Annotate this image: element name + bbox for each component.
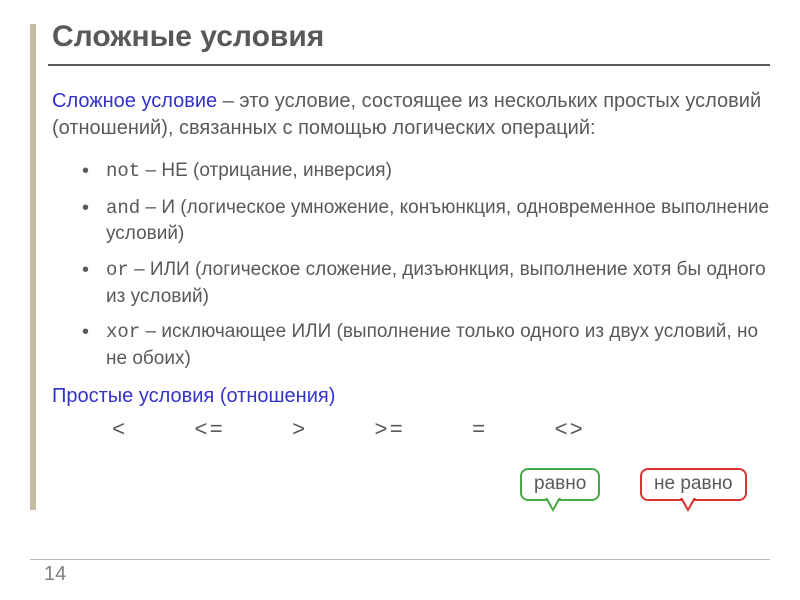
accent-bar [30,24,36,510]
bullet-and: and – И (логическое умножение, конъюнкци… [52,195,770,247]
kw-not: not [106,160,140,182]
operator-bullets: not – НЕ (отрицание, инверсия) and – И (… [52,158,770,371]
bullet-not: not – НЕ (отрицание, инверсия) [52,158,770,185]
intro-paragraph: Сложное условие – это условие, состоящее… [52,88,770,142]
txt-xor: – исключающее ИЛИ (выполнение только одн… [106,321,758,369]
callout-equal-tail-fill [547,497,559,508]
title-underline [48,64,770,66]
subheading: Простые условия (отношения) [52,385,770,408]
intro-lead: Сложное условие [52,90,217,112]
slide-title: Сложные условия [48,20,770,54]
txt-not: – НЕ (отрицание, инверсия) [140,160,392,181]
kw-xor: xor [106,321,140,343]
bullet-or: or – ИЛИ (логическое сложение, дизъюнкци… [52,257,770,309]
txt-and: – И (логическое умножение, конъюнкция, о… [106,197,769,245]
footer-rule [30,559,770,560]
operators-row: < <= > >= = <> [52,418,770,443]
op-gt: > [292,418,307,443]
op-eq: = [472,418,487,443]
callout-equal: равно [520,468,600,501]
op-le: <= [194,418,224,443]
txt-or: – ИЛИ (логическое сложение, дизъюнкция, … [106,259,766,307]
op-ge: >= [374,418,404,443]
page-number: 14 [44,563,66,586]
kw-and: and [106,197,140,219]
callout-not-equal-tail-fill [682,497,694,508]
op-lt: < [112,418,127,443]
slide: Сложные условия Сложное условие – это ус… [0,0,800,600]
slide-body: Сложное условие – это условие, состоящее… [48,88,770,443]
bullet-xor: xor – исключающее ИЛИ (выполнение только… [52,319,770,371]
kw-or: or [106,259,129,281]
op-neq: <> [554,418,584,443]
